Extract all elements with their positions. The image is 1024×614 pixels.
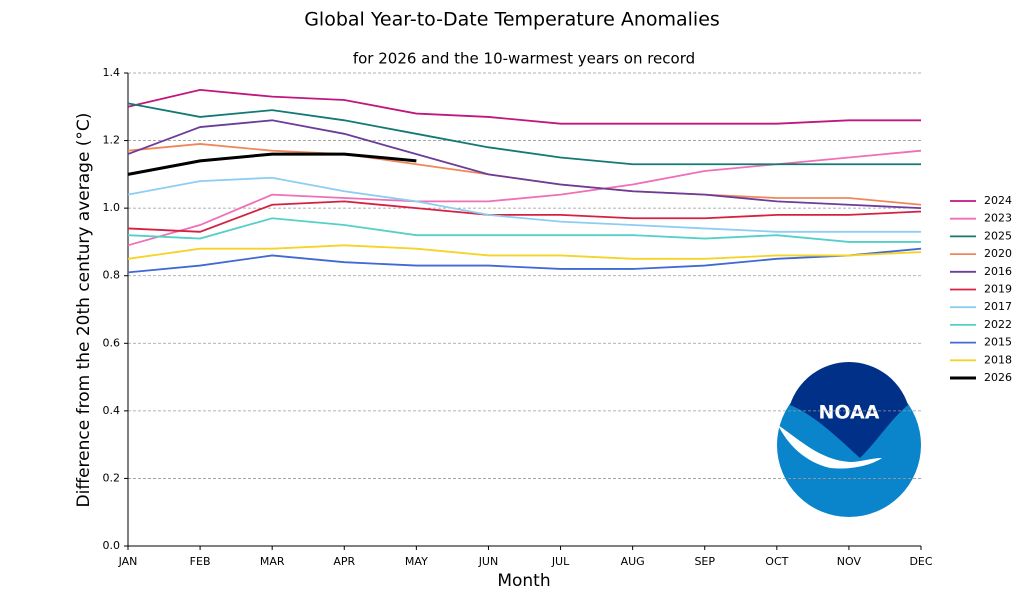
noaa-logo: NOAA xyxy=(777,362,921,517)
legend-label: 2018 xyxy=(984,353,1012,366)
x-tick-label: MAR xyxy=(260,555,285,568)
legend-label: 2019 xyxy=(984,283,1012,296)
y-tick-label: 1.2 xyxy=(103,134,121,147)
y-tick-label: 0.8 xyxy=(103,269,121,282)
y-tick-label: 0.0 xyxy=(103,539,121,552)
series-line xyxy=(127,200,922,233)
y-tick-label: 1.4 xyxy=(103,66,121,79)
x-tick-label: OCT xyxy=(765,555,788,568)
y-tick-label: 1.0 xyxy=(103,201,121,214)
y-tick-label: 0.2 xyxy=(103,471,121,484)
y-tick-label: 0.4 xyxy=(103,404,121,417)
x-tick-label: NOV xyxy=(837,555,862,568)
series-line xyxy=(127,152,417,176)
y-axis-label: Difference from the 20th century average… xyxy=(74,113,94,508)
x-tick-label: FEB xyxy=(190,555,211,568)
legend-label: 2017 xyxy=(984,300,1012,313)
legend-label: 2024 xyxy=(984,194,1012,207)
x-axis-label: Month xyxy=(497,571,550,591)
series-line xyxy=(127,217,921,243)
logo-text: NOAA xyxy=(819,402,880,424)
series-line xyxy=(127,149,922,247)
y-tick-label: 0.6 xyxy=(103,336,121,349)
chart-title: Global Year-to-Date Temperature Anomalie… xyxy=(304,9,720,31)
legend-label: 2026 xyxy=(984,371,1012,384)
series-line xyxy=(127,119,922,210)
legend-label: 2022 xyxy=(984,318,1012,331)
legend-label: 2016 xyxy=(984,265,1012,278)
chart-subtitle: for 2026 and the 10-warmest years on rec… xyxy=(353,50,695,68)
series-line xyxy=(127,247,922,274)
legend-label: 2025 xyxy=(984,229,1012,242)
x-tick-label: APR xyxy=(333,555,355,568)
series-line xyxy=(127,88,921,125)
x-tick-label: JAN xyxy=(118,555,138,568)
x-tick-label: JUN xyxy=(478,555,499,568)
logo-swoosh xyxy=(778,425,882,469)
legend-label: 2023 xyxy=(984,212,1012,225)
x-tick-label: MAY xyxy=(405,555,428,568)
series-line xyxy=(127,176,921,233)
x-tick-label: JUL xyxy=(551,555,570,568)
legend-label: 2020 xyxy=(984,247,1012,260)
x-tick-label: AUG xyxy=(621,555,645,568)
legend-label: 2015 xyxy=(984,336,1012,349)
x-tick-label: SEP xyxy=(694,555,715,568)
logo-top xyxy=(790,362,908,458)
series-line xyxy=(127,102,921,166)
x-tick-label: DEC xyxy=(909,555,932,568)
series-line xyxy=(127,244,922,260)
